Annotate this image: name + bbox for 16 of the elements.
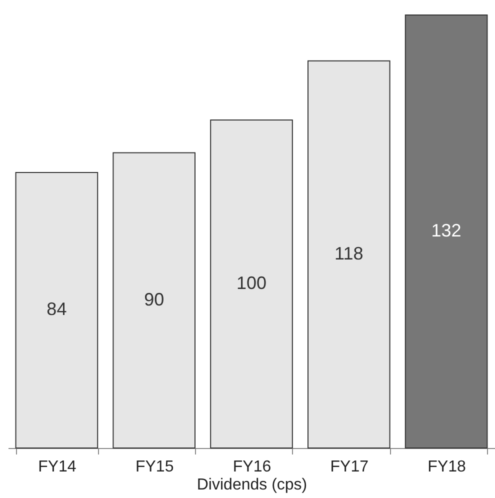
x-tick-label: FY14 [38,458,76,476]
x-tick-label: FY15 [135,458,174,476]
data-label: 100 [236,272,267,293]
data-label: 118 [334,243,364,264]
data-label: 84 [46,299,67,320]
bar [210,119,293,448]
bar [307,60,390,448]
bar [15,172,98,448]
data-label: 132 [431,220,462,240]
x-tick-label: FY18 [428,458,466,476]
x-tick-label: FY17 [330,458,369,476]
bar [404,14,488,448]
x-tick-label: FY16 [232,458,272,476]
data-label: 90 [144,289,164,310]
bar [112,152,196,448]
x-axis-title: Dividends (cps) [196,476,308,494]
